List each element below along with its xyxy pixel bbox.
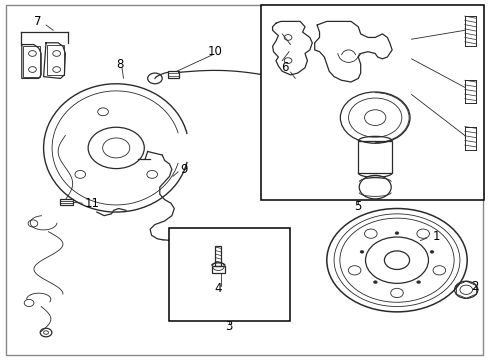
- Bar: [23, 46, 40, 77]
- Bar: [47, 45, 64, 75]
- Bar: [358, 141, 391, 173]
- Text: 3: 3: [225, 320, 232, 333]
- Text: 4: 4: [214, 282, 221, 295]
- Text: 2: 2: [470, 280, 477, 293]
- Text: 5: 5: [354, 200, 361, 213]
- Text: 6: 6: [281, 61, 288, 74]
- Text: 1: 1: [431, 230, 439, 243]
- Bar: [211, 266, 224, 273]
- Bar: [169, 228, 290, 321]
- Circle shape: [394, 232, 398, 234]
- Bar: [261, 5, 483, 199]
- Bar: [60, 199, 73, 205]
- Text: 7: 7: [34, 15, 41, 28]
- Text: 8: 8: [116, 58, 123, 71]
- Circle shape: [373, 281, 377, 284]
- Circle shape: [429, 251, 433, 253]
- Text: 9: 9: [180, 163, 187, 176]
- Circle shape: [416, 281, 420, 284]
- Bar: [168, 71, 178, 78]
- Bar: [215, 246, 221, 266]
- Circle shape: [359, 251, 363, 253]
- Text: 11: 11: [84, 197, 99, 210]
- Text: 10: 10: [207, 45, 223, 58]
